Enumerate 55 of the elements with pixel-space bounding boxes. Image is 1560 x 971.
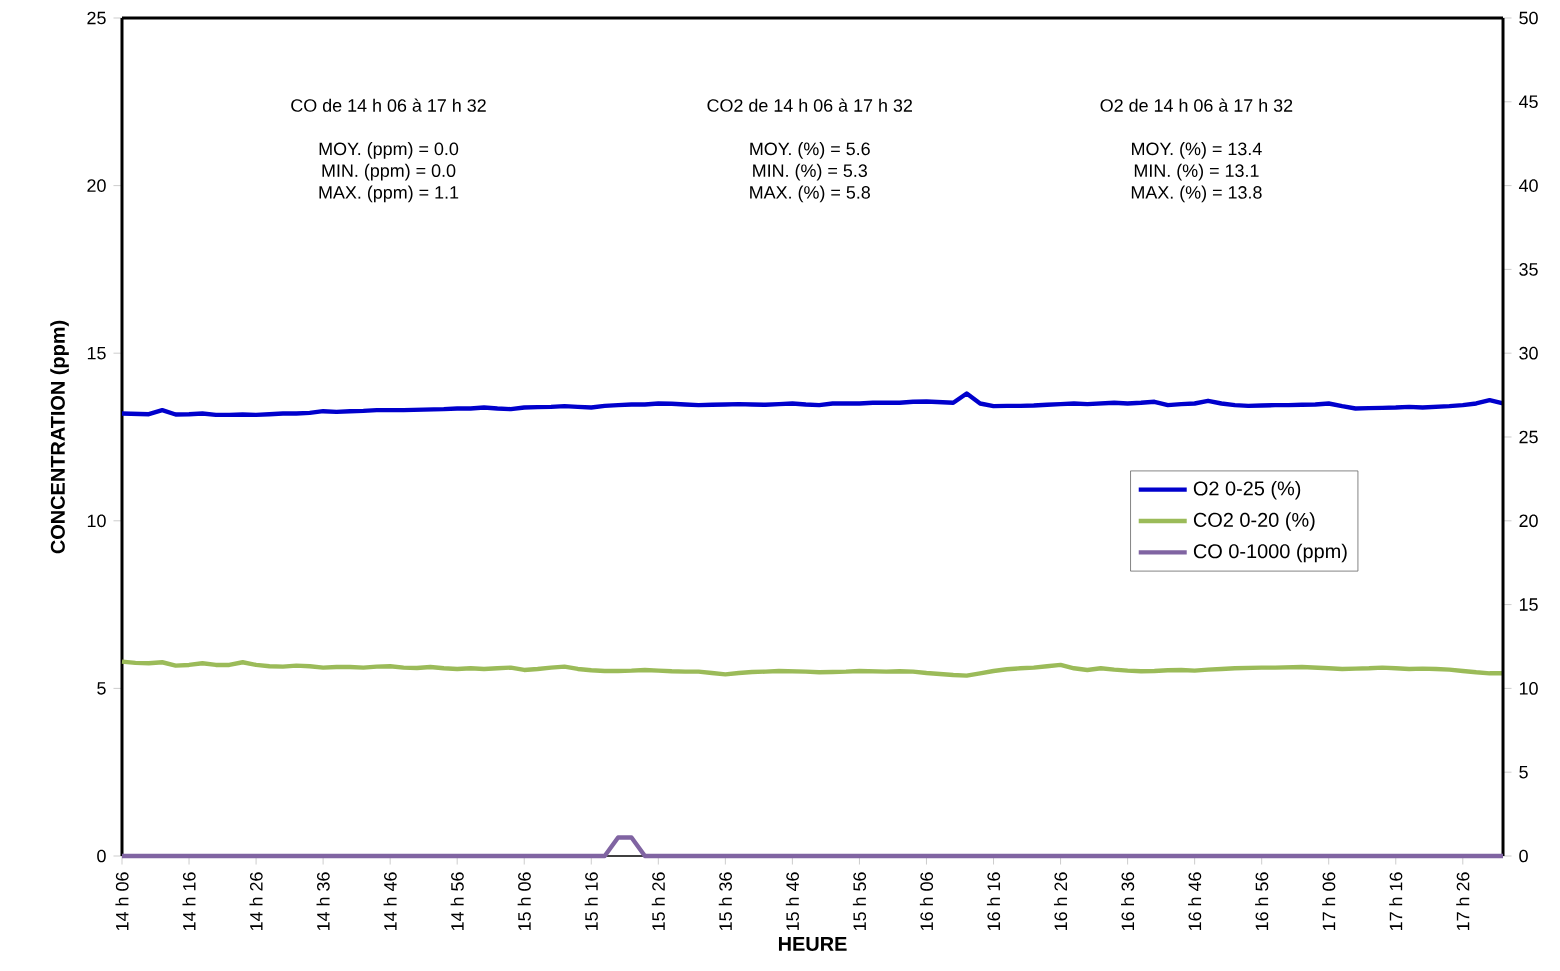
annotation: MAX. (%) = 13.8 [1131, 185, 1262, 203]
annotation: MIN. (%) = 13.1 [1134, 163, 1259, 181]
y2-tick-label: 20 [1519, 514, 1538, 528]
x-tick-label: 14 h 56 [450, 872, 464, 930]
x-tick-label: 15 h 36 [718, 872, 732, 930]
annotation: MOY. (ppm) = 0.0 [319, 142, 459, 159]
x-tick-label: 16 h 26 [1053, 872, 1068, 930]
x-tick-label: 15 h 06 [517, 872, 531, 930]
y2-tick-label: 10 [1519, 682, 1538, 695]
y2-tick-label: 15 [1519, 598, 1538, 611]
y2-tick-label: 0 [1519, 849, 1528, 863]
y-tick-label: 10 [87, 514, 106, 528]
y-tick-label: 5 [97, 682, 106, 695]
x-tick-label: 14 h 36 [316, 872, 330, 930]
x-tick-label: 16 h 36 [1121, 872, 1135, 930]
y-tick-label: 0 [97, 849, 106, 863]
x-tick-label: 14 h 16 [182, 872, 196, 930]
x-tick-label: 16 h 46 [1188, 872, 1202, 930]
annotation: MAX. (ppm) = 1.1 [319, 185, 459, 203]
x-tick-label: 15 h 16 [584, 872, 598, 930]
x-tick-label: 17 h 16 [1389, 872, 1403, 930]
annotation: MIN. (ppm) = 0.0 [322, 163, 456, 181]
x-tick-label: 16 h 06 [919, 872, 934, 930]
annotation: MOY. (%) = 13.4 [1132, 142, 1262, 159]
x-tick-label: 17 h 26 [1456, 872, 1470, 930]
x-tick-label: 15 h 26 [651, 872, 665, 930]
y2-tick-label: 45 [1518, 95, 1538, 109]
x-tick-label: 15 h 46 [785, 872, 799, 930]
annotation: MIN. (%) = 5.3 [753, 163, 867, 181]
legend-label: O2 0-25 (%) [1193, 480, 1301, 500]
x-axis-title: HEURE [778, 937, 847, 951]
y2-tick-label: 35 [1519, 263, 1538, 276]
x-tick-label: 15 h 56 [852, 872, 867, 930]
x-tick-label: 16 h 56 [1255, 872, 1269, 930]
y-tick-label: 20 [87, 179, 106, 192]
y2-tick-label: 40 [1518, 179, 1538, 192]
annotation: O2 de 14 h 06 à 17 h 32 [1100, 98, 1293, 112]
x-tick-label: 17 h 06 [1322, 872, 1336, 930]
y-tick-label: 25 [87, 11, 106, 25]
annotation: MOY. (%) = 5.6 [750, 142, 870, 159]
legend-label: CO 0-1000 (ppm) [1193, 543, 1347, 563]
y2-tick-label: 50 [1519, 11, 1538, 25]
x-tick-label: 14 h 26 [249, 872, 263, 930]
y2-tick-label: 5 [1519, 765, 1528, 779]
x-tick-label: 14 h 46 [383, 872, 397, 930]
annotation: CO2 de 14 h 06 à 17 h 32 [707, 98, 912, 112]
annotation: MAX. (%) = 5.8 [750, 185, 870, 203]
x-tick-label: 14 h 06 [115, 872, 129, 930]
y-axis-title: CONCENTRATION (ppm) [50, 320, 69, 554]
y2-tick-label: 25 [1519, 430, 1538, 444]
y2-tick-label: 30 [1519, 346, 1538, 360]
x-tick-label: 16 h 16 [986, 872, 1001, 930]
y-tick-label: 15 [87, 346, 106, 360]
annotation: CO de 14 h 06 à 17 h 32 [291, 98, 486, 112]
legend-label: CO2 0-20 (%) [1193, 512, 1315, 531]
